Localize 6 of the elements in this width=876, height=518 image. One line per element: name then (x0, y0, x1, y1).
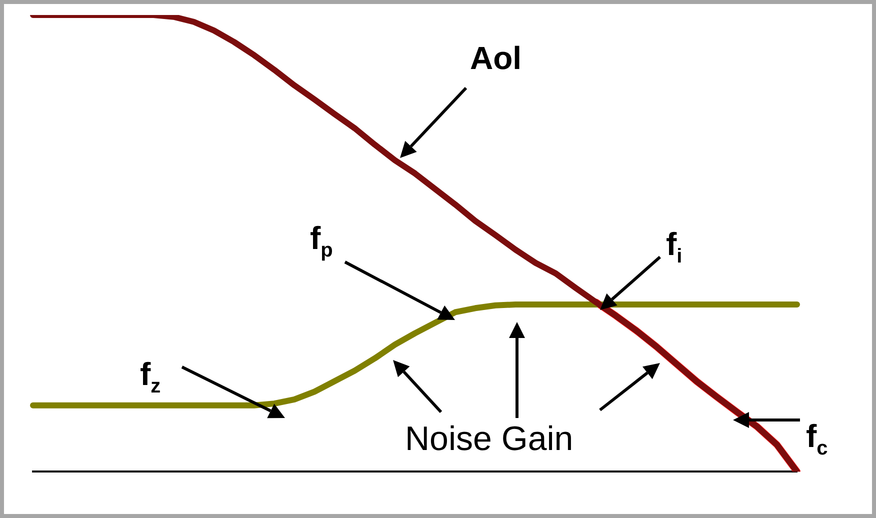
annotation: f$_{z}$ (140, 356, 161, 398)
annotation: f$_{i}$ (666, 226, 682, 268)
text: f$_{c}$ (806, 418, 828, 460)
annotation: f$_{p}$ (310, 220, 333, 262)
annotation: Noise Gain (405, 420, 574, 458)
annotation: Aol (470, 40, 522, 76)
